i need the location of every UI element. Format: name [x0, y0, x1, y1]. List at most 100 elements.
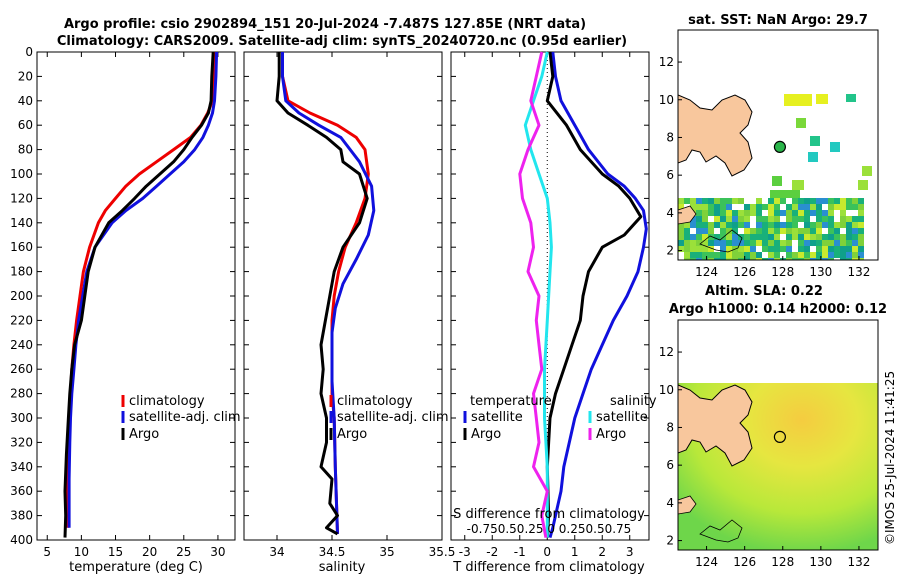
- landmass-island: [678, 205, 697, 225]
- sst-cell: [828, 228, 834, 234]
- sst-field: [678, 94, 872, 260]
- salinity-panel: 34 34.5 35 35.5 salinity climatology satell…: [243, 51, 456, 575]
- sst-cell: [720, 198, 726, 204]
- sst-cell: [786, 240, 792, 246]
- sst-cell: [798, 258, 804, 260]
- x-tick-label: 5: [43, 545, 51, 559]
- sst-cell: [726, 228, 732, 234]
- sst-cell: [726, 204, 732, 210]
- x-tick-label: 1: [571, 545, 579, 559]
- sst-cell: [852, 216, 858, 222]
- sst-patch: [830, 142, 840, 152]
- sst-cell: [834, 252, 840, 258]
- sst-cell: [828, 222, 834, 228]
- sst-cell: [726, 222, 732, 228]
- x-tick-label: 35.5: [429, 545, 456, 559]
- sst-cell: [726, 216, 732, 222]
- series-satellite-adj-clim: [281, 52, 376, 534]
- sst-cell: [792, 258, 798, 260]
- y-tick-label: 180: [10, 265, 33, 279]
- sst-cell: [744, 252, 750, 258]
- sst-patch: [770, 190, 800, 198]
- sst-cell: [702, 210, 708, 216]
- sst-cell: [678, 234, 684, 240]
- sst-cell: [810, 222, 816, 228]
- sst-cell: [774, 246, 780, 252]
- sst-cell: [786, 234, 792, 240]
- difference-legend: temperature salinity satellite Argo sate…: [463, 394, 657, 442]
- sst-cell: [738, 252, 744, 258]
- sst-cell: [696, 222, 702, 228]
- sst-cell: [684, 198, 690, 204]
- sst-cell: [780, 222, 786, 228]
- sst-cell: [774, 240, 780, 246]
- sst-cell: [732, 216, 738, 222]
- y-tick-label: 120: [10, 191, 33, 205]
- sst-cell: [840, 234, 846, 240]
- sst-cell: [726, 234, 732, 240]
- sst-cell: [678, 198, 684, 204]
- map-x-tick-label: 132: [847, 555, 870, 569]
- sst-cell: [852, 228, 858, 234]
- y-tick-label: 200: [10, 289, 33, 303]
- sst-cell: [714, 252, 720, 258]
- sst-cell: [744, 228, 750, 234]
- sst-cell: [834, 240, 840, 246]
- x-tick-label: 15: [108, 545, 123, 559]
- sst-cell: [702, 228, 708, 234]
- sst-cell: [762, 246, 768, 252]
- legend-label-t-argo: Argo: [471, 427, 501, 442]
- sst-cell: [750, 210, 756, 216]
- sst-cell: [756, 240, 762, 246]
- sst-cell: [720, 246, 726, 252]
- sst-cell: [792, 204, 798, 210]
- sst-patch: [810, 136, 820, 146]
- x-tick-label: 35: [379, 545, 394, 559]
- sst-cell: [738, 210, 744, 216]
- sst-cell: [846, 234, 852, 240]
- sst-cell: [798, 234, 804, 240]
- sst-cell: [786, 216, 792, 222]
- sst-cell: [786, 210, 792, 216]
- sst-cell: [690, 246, 696, 252]
- sst-cell: [798, 252, 804, 258]
- sst-cell: [792, 210, 798, 216]
- difference-panel: -3 -2 -1 0 1 2 3 T difference from climatology…: [450, 51, 657, 575]
- sst-cell: [828, 210, 834, 216]
- sst-cell: [750, 204, 756, 210]
- sst-cell: [780, 246, 786, 252]
- sst-cell: [846, 216, 852, 222]
- series-t-satellite: [548, 51, 648, 539]
- legend-label-s-satellite: satellite: [596, 410, 648, 425]
- temperature-panel: 5 10 15 20 25 3002040608010012014016018020022…: [10, 45, 241, 575]
- legend-label-climatology: climatology: [129, 394, 205, 409]
- x-tick-label: 10: [74, 545, 89, 559]
- sst-cell: [780, 198, 786, 204]
- sst-cell: [858, 246, 864, 252]
- sst-cell: [738, 258, 744, 260]
- coastline-south: [699, 229, 743, 253]
- sst-cell: [708, 258, 714, 260]
- sst-cell: [768, 204, 774, 210]
- sst-cell: [702, 246, 708, 252]
- sst-patch: [846, 94, 856, 102]
- sst-cell: [804, 228, 810, 234]
- series-s-argo: [518, 51, 549, 538]
- map-x-tick-label: 124: [695, 265, 718, 279]
- sst-cell: [708, 246, 714, 252]
- sst-cell: [744, 234, 750, 240]
- map-x-tick-label: 126: [733, 265, 756, 279]
- sst-cell: [774, 216, 780, 222]
- sst-cell: [726, 210, 732, 216]
- sst-map-frame: [677, 29, 879, 261]
- sst-cell: [828, 258, 834, 260]
- sst-cell: [690, 234, 696, 240]
- sst-cell: [690, 204, 696, 210]
- sst-cell: [828, 234, 834, 240]
- sst-cell: [834, 222, 840, 228]
- sst-cell: [726, 240, 732, 246]
- sst-cell: [744, 246, 750, 252]
- x-tick-label: -1: [514, 545, 526, 559]
- y-tick-label: 80: [18, 143, 33, 157]
- sst-cell: [858, 210, 864, 216]
